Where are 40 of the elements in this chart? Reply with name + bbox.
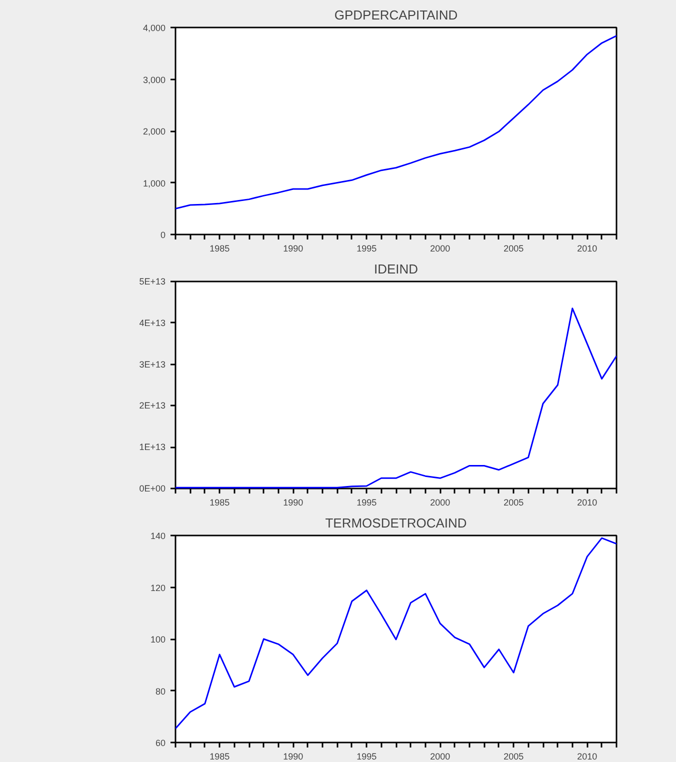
- x-tick-label: 1985: [210, 752, 230, 762]
- x-tick-label: 1985: [210, 498, 230, 508]
- x-tick-label: 2010: [577, 244, 598, 254]
- x-tick-label: 2000: [430, 498, 450, 508]
- y-tick-label: 0: [160, 230, 166, 240]
- x-tick-label: 2000: [430, 752, 450, 762]
- y-tick-label: 100: [150, 634, 166, 644]
- x-tick-label: 1995: [356, 244, 377, 254]
- x-tick-label: 1990: [283, 752, 304, 762]
- chart-title: TERMOSDETROCAIND: [325, 516, 467, 530]
- x-tick-label: 1995: [356, 752, 377, 762]
- chart-title: IDEIND: [374, 262, 418, 276]
- x-tick-label: 2010: [577, 498, 598, 508]
- line-series: [176, 308, 616, 488]
- x-tick-label: 1985: [210, 244, 230, 254]
- x-tick-label: 2005: [504, 244, 524, 254]
- y-tick-label: 2,000: [142, 126, 166, 136]
- line-series: [176, 35, 616, 210]
- y-tick-label: 120: [150, 582, 166, 593]
- x-tick-label: 1990: [283, 498, 304, 508]
- x-tick-label: 2005: [504, 498, 524, 508]
- y-tick-label: 4E+13: [139, 318, 166, 328]
- x-tick-label: 1995: [356, 498, 377, 508]
- y-tick-label: 1,000: [142, 178, 166, 188]
- y-tick-label: 4,000: [142, 23, 166, 33]
- y-tick-label: 0E+00: [139, 484, 166, 494]
- y-tick-label: 1E+13: [139, 442, 166, 452]
- x-tick-label: 1990: [283, 244, 304, 254]
- y-tick-label: 140: [150, 531, 166, 541]
- y-tick-label: 2E+13: [139, 400, 166, 411]
- y-tick-label: 80: [155, 686, 166, 696]
- y-tick-label: 60: [155, 738, 166, 748]
- x-tick-label: 2000: [430, 244, 450, 254]
- x-tick-label: 2005: [504, 752, 524, 762]
- line-series: [176, 537, 616, 730]
- chart-title: GPDPERCAPITAIND: [334, 8, 458, 22]
- y-tick-label: 5E+13: [139, 276, 166, 286]
- y-tick-label: 3E+13: [139, 359, 166, 370]
- y-tick-label: 3,000: [142, 74, 166, 85]
- x-tick-label: 2010: [577, 752, 598, 762]
